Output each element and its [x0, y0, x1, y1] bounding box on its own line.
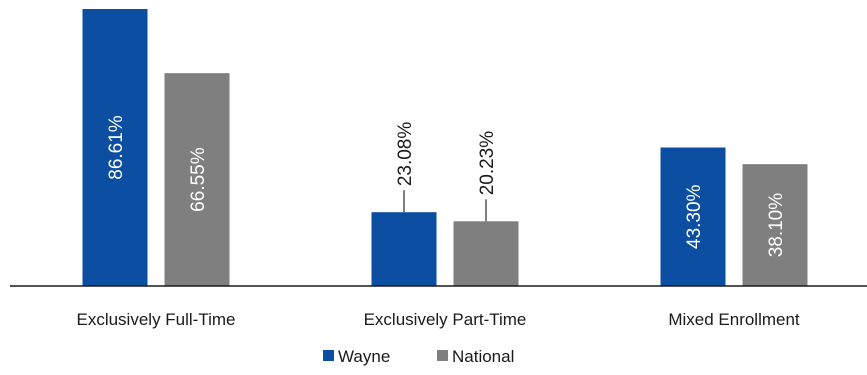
legend-swatch-wayne — [323, 350, 334, 361]
data-label-wayne-3: 43.30% — [684, 184, 705, 249]
category-label-2: Exclusively Part-Time — [364, 310, 527, 329]
labels-layer: 86.61% 66.55% Exclusively Full-Time 23.08% 2… — [76, 115, 799, 329]
data-label-wayne-1: 86.61% — [106, 115, 127, 180]
legend-label-wayne: Wayne — [338, 347, 390, 366]
data-label-national-2: 20.23% — [477, 131, 498, 196]
legend-item-wayne: Wayne — [323, 347, 390, 366]
category-label-3: Mixed Enrollment — [668, 310, 800, 329]
category-label-1: Exclusively Full-Time — [76, 310, 235, 329]
data-label-national-3: 38.10% — [766, 193, 787, 258]
legend-label-national: National — [452, 347, 514, 366]
bar-national-2 — [453, 221, 519, 286]
bar-wayne-2 — [371, 212, 437, 286]
legend-swatch-national — [437, 350, 448, 361]
legend: Wayne National — [323, 347, 514, 366]
data-label-national-1: 66.55% — [188, 147, 209, 212]
bar-wayne-1 — [82, 9, 148, 286]
data-label-wayne-2: 23.08% — [395, 122, 416, 187]
bars-layer — [82, 9, 808, 286]
legend-item-national: National — [437, 347, 514, 366]
bar-wayne-3 — [660, 147, 726, 286]
bar-national-3 — [742, 164, 808, 286]
bar-national-1 — [164, 73, 230, 286]
